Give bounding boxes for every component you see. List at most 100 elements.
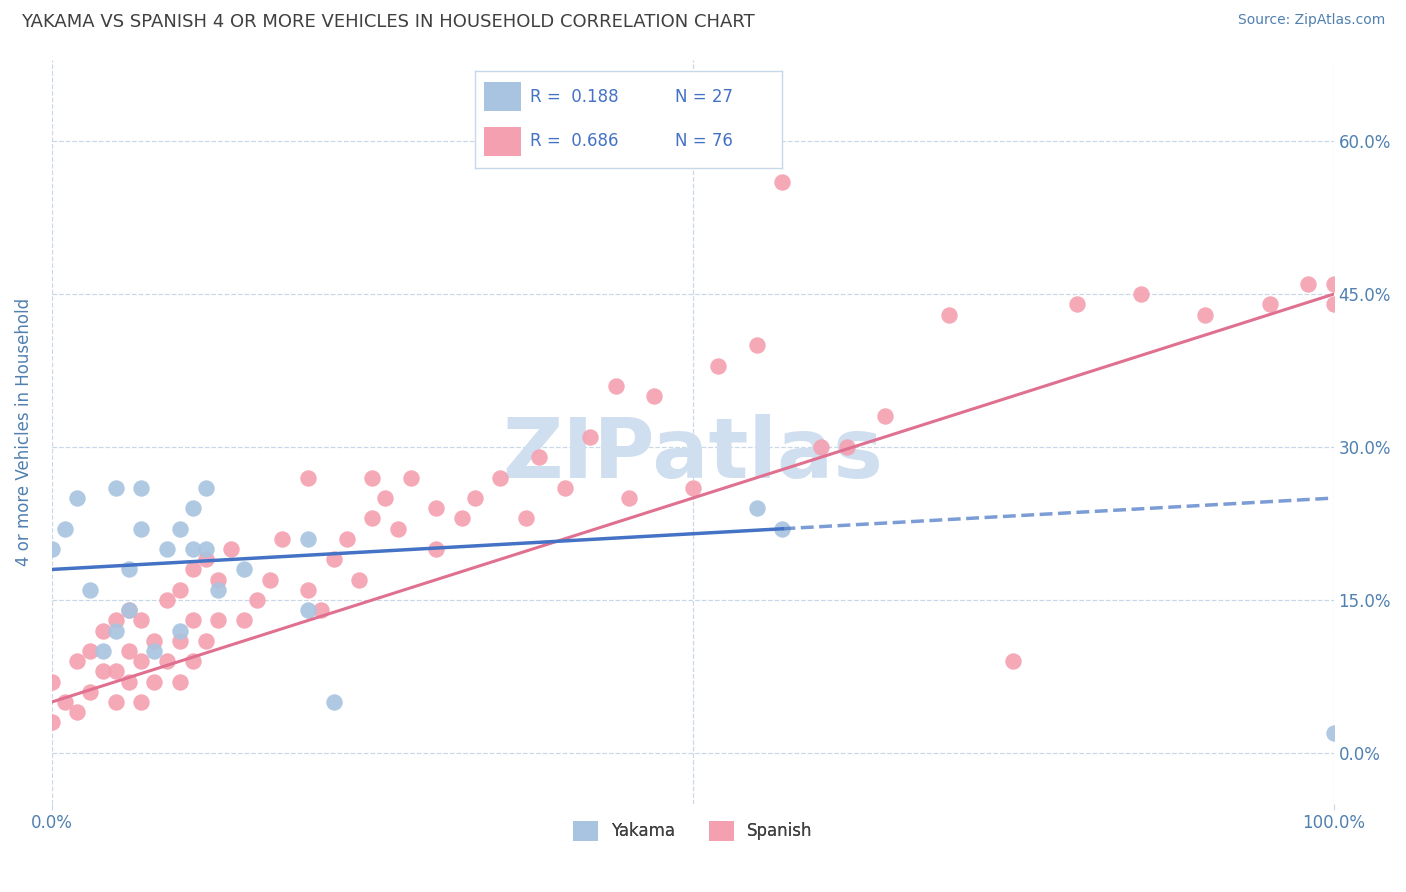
Point [770,522,793,536]
Point [53,522,76,536]
Point [605,379,627,393]
Point [41,542,63,557]
Point [361,511,384,525]
Point [259,573,281,587]
Point [399,471,422,485]
Point [643,389,665,403]
Point [387,522,409,536]
Point [169,522,191,536]
Point [938,308,960,322]
Point [207,582,229,597]
Point [79,582,101,597]
Point [1323,277,1346,291]
Text: ZIPatlas: ZIPatlas [502,414,883,495]
Point [873,409,896,424]
Point [527,450,550,465]
Point [181,654,204,668]
Point [91,665,114,679]
Point [131,614,153,628]
Point [156,654,179,668]
Point [104,481,127,495]
Point [1323,725,1346,739]
Point [770,175,793,189]
Point [66,491,89,505]
Point [297,603,319,617]
Point [156,542,179,557]
Point [131,695,153,709]
Point [451,511,474,525]
Point [118,562,141,576]
Point [118,674,141,689]
Point [79,644,101,658]
Point [41,715,63,730]
Point [131,654,153,668]
Point [169,633,191,648]
Point [361,471,384,485]
Point [1194,308,1216,322]
Point [1130,287,1153,301]
Point [181,562,204,576]
Legend: Yakama, Spanish: Yakama, Spanish [567,814,820,847]
Point [810,440,832,454]
Point [104,665,127,679]
Point [143,644,166,658]
Point [118,603,141,617]
Point [181,501,204,516]
Point [104,614,127,628]
Point [194,552,217,566]
Point [322,695,344,709]
Point [131,481,153,495]
Point [374,491,396,505]
Point [169,674,191,689]
Point [233,562,256,576]
Point [194,542,217,557]
Point [118,644,141,658]
Point [169,582,191,597]
Point [1002,654,1025,668]
Point [489,471,512,485]
Point [66,654,89,668]
Point [515,511,537,525]
Point [309,603,332,617]
Point [579,430,602,444]
Point [91,624,114,638]
Point [181,614,204,628]
Point [1258,297,1281,311]
Point [194,633,217,648]
Point [207,614,229,628]
Point [131,522,153,536]
Point [835,440,858,454]
Point [745,338,768,352]
Point [617,491,640,505]
Point [41,674,63,689]
Point [156,593,179,607]
Point [104,624,127,638]
Point [682,481,704,495]
Point [553,481,575,495]
Point [425,501,447,516]
Point [194,481,217,495]
Point [91,644,114,658]
Text: YAKAMA VS SPANISH 4 OR MORE VEHICLES IN HOUSEHOLD CORRELATION CHART: YAKAMA VS SPANISH 4 OR MORE VEHICLES IN … [21,13,755,31]
Point [118,603,141,617]
Point [464,491,486,505]
Point [66,705,89,719]
Point [297,471,319,485]
Point [219,542,242,557]
Point [271,532,294,546]
Text: Source: ZipAtlas.com: Source: ZipAtlas.com [1237,13,1385,28]
Point [1296,277,1319,291]
Point [336,532,359,546]
Point [79,685,101,699]
Point [1323,297,1346,311]
Point [233,614,256,628]
Point [297,532,319,546]
Point [143,633,166,648]
Point [143,674,166,689]
Point [707,359,730,373]
Point [169,624,191,638]
Y-axis label: 4 or more Vehicles in Household: 4 or more Vehicles in Household [15,298,32,566]
Point [246,593,269,607]
Point [181,542,204,557]
Point [1066,297,1088,311]
